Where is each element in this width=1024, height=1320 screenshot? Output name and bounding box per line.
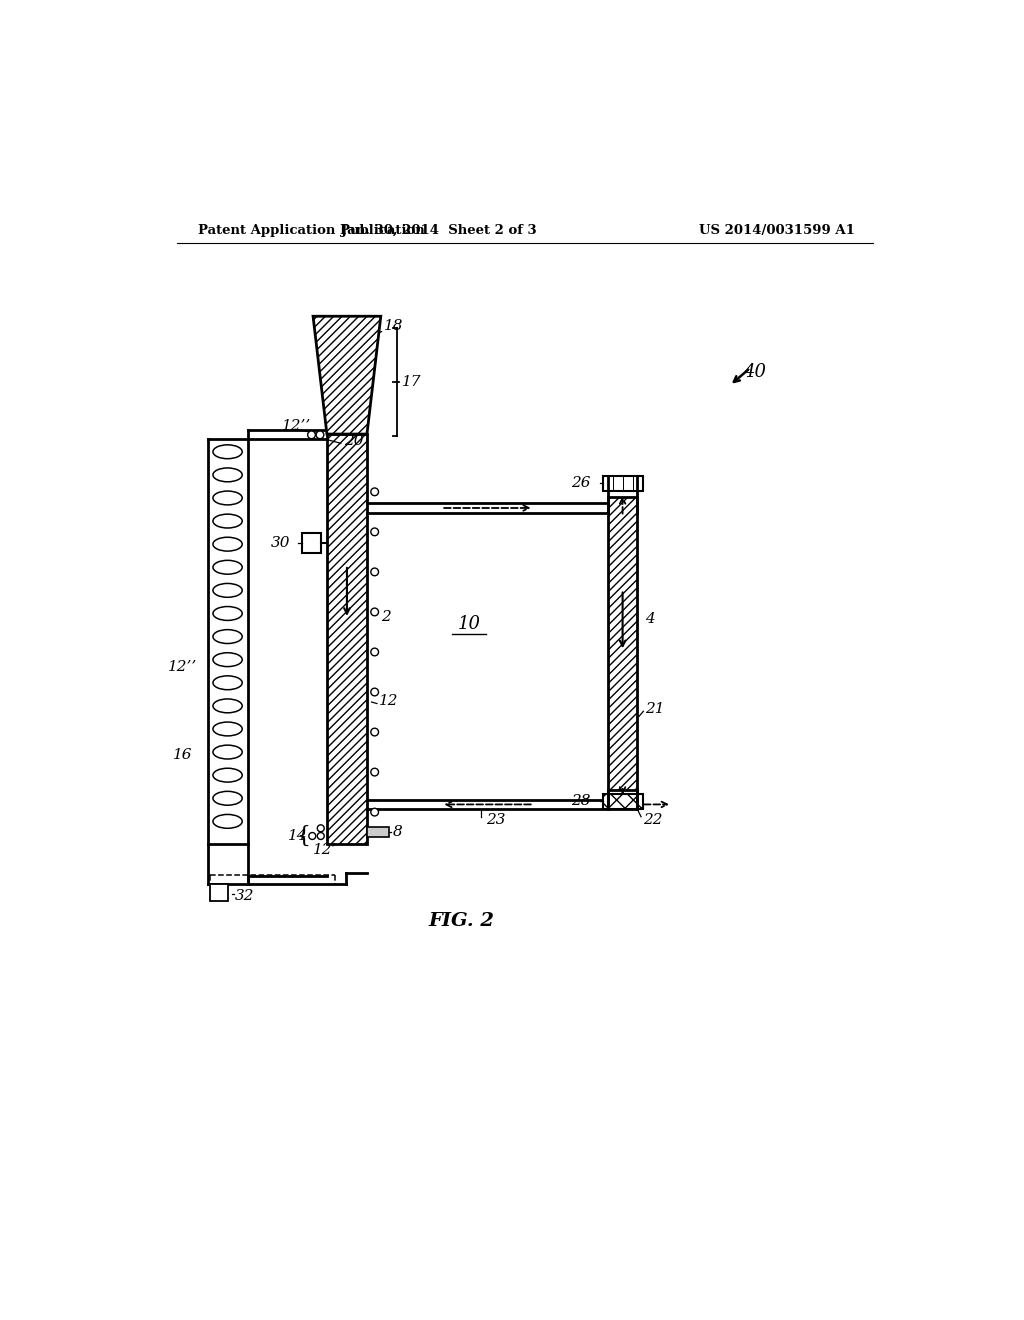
Text: 18: 18 — [384, 319, 403, 333]
Circle shape — [371, 609, 379, 616]
Ellipse shape — [213, 792, 243, 805]
Ellipse shape — [213, 676, 243, 689]
Text: 12: 12 — [379, 694, 398, 709]
Bar — [602, 475, 643, 491]
Text: Patent Application Publication: Patent Application Publication — [199, 223, 425, 236]
Text: 30: 30 — [270, 536, 290, 549]
Circle shape — [371, 528, 379, 536]
Text: 20: 20 — [344, 434, 364, 447]
Bar — [301, 533, 321, 553]
Ellipse shape — [213, 491, 243, 506]
Polygon shape — [313, 317, 381, 434]
Bar — [608, 498, 637, 789]
Ellipse shape — [213, 814, 243, 829]
Ellipse shape — [213, 560, 243, 574]
Circle shape — [307, 432, 315, 438]
Text: 8: 8 — [392, 825, 402, 838]
Ellipse shape — [213, 515, 243, 528]
Text: 32: 32 — [236, 890, 255, 903]
Ellipse shape — [213, 768, 243, 781]
Text: 17: 17 — [402, 375, 422, 388]
Ellipse shape — [213, 700, 243, 713]
Text: 14: 14 — [289, 829, 308, 843]
Text: 2: 2 — [381, 610, 390, 623]
Circle shape — [317, 833, 325, 840]
Text: 23: 23 — [486, 813, 506, 826]
Text: FIG. 2: FIG. 2 — [429, 912, 495, 929]
Circle shape — [371, 729, 379, 737]
Bar — [602, 793, 643, 809]
Bar — [327, 434, 367, 843]
Text: 40: 40 — [742, 363, 766, 381]
Ellipse shape — [213, 469, 243, 482]
Text: 26: 26 — [571, 477, 591, 490]
Ellipse shape — [213, 653, 243, 667]
Text: 10: 10 — [458, 615, 481, 634]
Text: 4: 4 — [645, 612, 654, 626]
Text: US 2014/0031599 A1: US 2014/0031599 A1 — [699, 223, 855, 236]
Circle shape — [371, 568, 379, 576]
Text: 21: 21 — [645, 702, 665, 715]
Circle shape — [371, 768, 379, 776]
Text: Jan. 30, 2014  Sheet 2 of 3: Jan. 30, 2014 Sheet 2 of 3 — [341, 223, 537, 236]
Text: 28: 28 — [571, 795, 591, 808]
Text: 12’’: 12’’ — [168, 660, 197, 673]
Circle shape — [316, 432, 324, 438]
Bar — [367, 826, 388, 837]
Ellipse shape — [213, 630, 243, 644]
Bar — [210, 884, 228, 900]
Ellipse shape — [213, 537, 243, 552]
Ellipse shape — [213, 722, 243, 737]
Circle shape — [309, 833, 315, 840]
Text: 12’: 12’ — [313, 843, 338, 857]
Ellipse shape — [213, 583, 243, 597]
Circle shape — [371, 808, 379, 816]
Text: 12’’: 12’’ — [283, 420, 311, 433]
Circle shape — [317, 825, 325, 832]
Text: 16: 16 — [173, 748, 193, 762]
Circle shape — [371, 648, 379, 656]
Ellipse shape — [213, 607, 243, 620]
Text: {: { — [296, 825, 310, 847]
Ellipse shape — [213, 744, 243, 759]
Circle shape — [371, 688, 379, 696]
Circle shape — [371, 488, 379, 496]
Ellipse shape — [213, 445, 243, 459]
Text: 22: 22 — [643, 813, 663, 826]
